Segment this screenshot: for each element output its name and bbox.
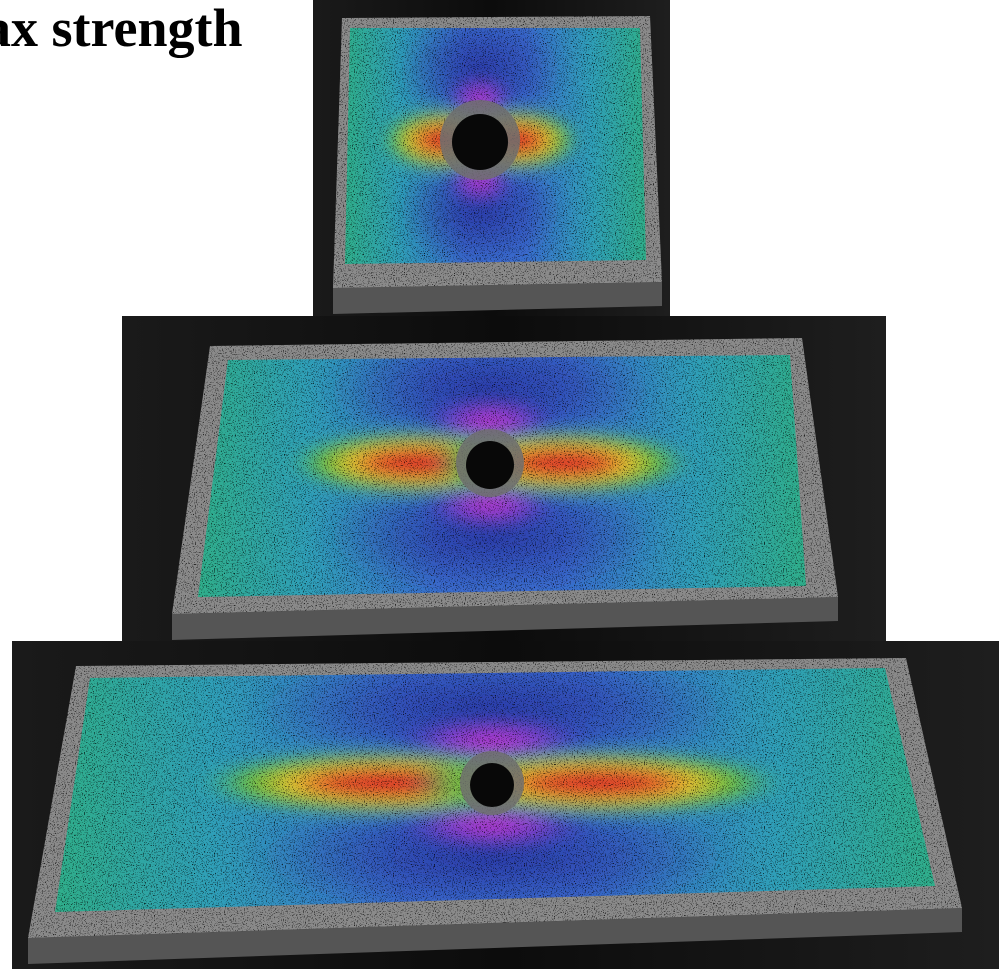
dic-panels xyxy=(12,0,999,969)
dic-panel xyxy=(313,0,670,316)
hole xyxy=(452,114,508,170)
figure: ax strength xyxy=(0,0,999,969)
dic-panel xyxy=(12,641,999,969)
hole xyxy=(466,441,514,489)
figure-title: ax strength xyxy=(0,0,243,58)
dic-panel xyxy=(122,316,886,641)
hole xyxy=(470,763,514,807)
